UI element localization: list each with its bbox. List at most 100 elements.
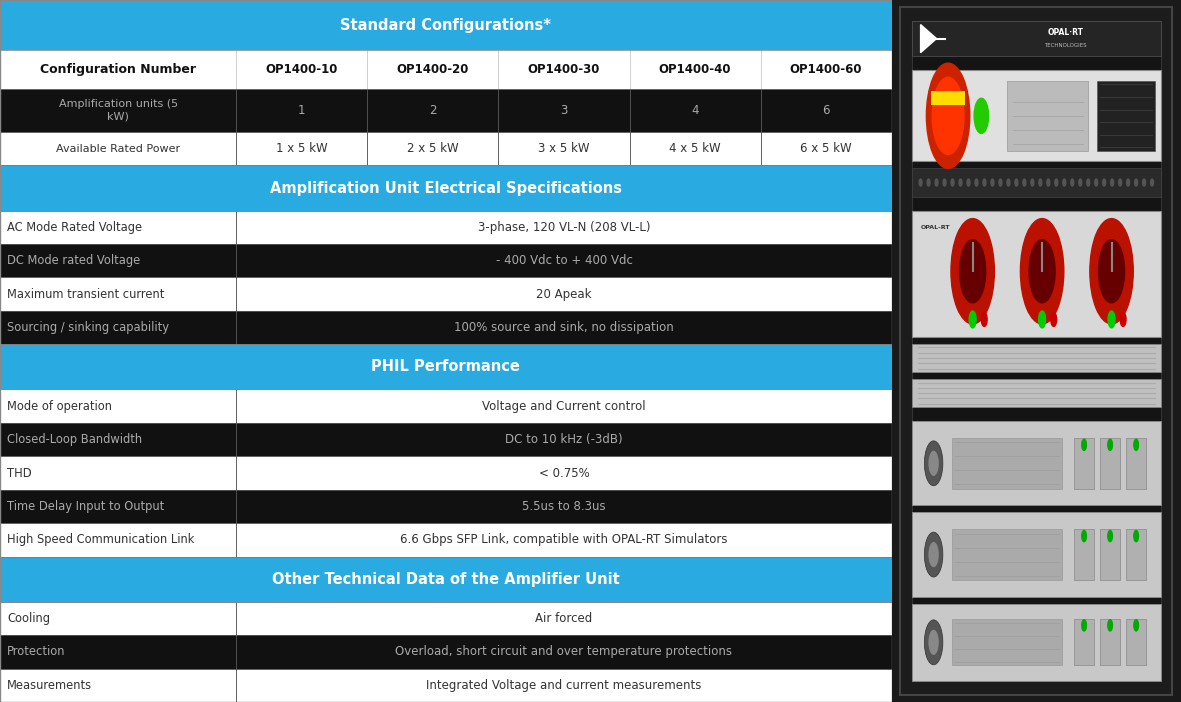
Bar (0, 390, 236, 423)
Circle shape (1082, 439, 1087, 451)
Text: Cooling: Cooling (7, 612, 50, 625)
Bar (1125, 529, 1147, 580)
Bar (1007, 81, 1089, 151)
Circle shape (935, 179, 938, 186)
Bar (952, 529, 1063, 580)
Bar (236, 244, 892, 277)
Bar (629, 50, 761, 88)
Circle shape (1007, 179, 1010, 186)
Text: Voltage and Current control: Voltage and Current control (482, 399, 646, 413)
Bar (761, 132, 892, 166)
Circle shape (1055, 179, 1058, 186)
Text: OP1400-20: OP1400-20 (397, 63, 469, 76)
Text: Overload, short circuit and over temperature protections: Overload, short circuit and over tempera… (396, 645, 732, 658)
Circle shape (928, 451, 939, 476)
Text: < 0.75%: < 0.75% (539, 467, 589, 479)
Bar (1074, 619, 1094, 665)
Text: Sourcing / sinking capability: Sourcing / sinking capability (7, 321, 169, 334)
Bar (236, 423, 892, 456)
Circle shape (1098, 239, 1124, 303)
Text: 3 x 5 kW: 3 x 5 kW (539, 143, 589, 155)
Circle shape (1108, 620, 1113, 631)
Circle shape (925, 532, 942, 577)
Bar (1100, 619, 1121, 665)
Bar (498, 132, 629, 166)
Circle shape (981, 312, 987, 326)
Bar (952, 438, 1063, 489)
Bar (952, 619, 1063, 665)
Text: 1: 1 (298, 104, 306, 117)
Circle shape (960, 239, 986, 303)
Bar (1125, 619, 1147, 665)
Circle shape (1023, 179, 1026, 186)
Bar (761, 88, 892, 132)
Bar (0, 602, 236, 635)
Text: Air forced: Air forced (535, 612, 593, 625)
Circle shape (1108, 311, 1115, 328)
Bar (912, 344, 1161, 372)
Bar (912, 21, 1161, 56)
Circle shape (1031, 179, 1033, 186)
Text: 4 x 5 kW: 4 x 5 kW (670, 143, 720, 155)
Text: AC Mode Rated Voltage: AC Mode Rated Voltage (7, 221, 142, 234)
Text: Integrated Voltage and current measurements: Integrated Voltage and current measureme… (426, 679, 702, 691)
Bar (236, 311, 892, 344)
Text: Amplification Unit Electrical Specifications: Amplification Unit Electrical Specificat… (269, 180, 622, 196)
Text: 6: 6 (822, 104, 830, 117)
Bar (236, 602, 892, 635)
Bar (498, 88, 629, 132)
Text: 3: 3 (560, 104, 568, 117)
Bar (0, 344, 892, 390)
Circle shape (1134, 531, 1138, 542)
Text: OP1400-60: OP1400-60 (790, 63, 862, 76)
Text: Closed-Loop Bandwidth: Closed-Loop Bandwidth (7, 433, 142, 446)
Bar (498, 50, 629, 88)
Circle shape (1095, 179, 1097, 186)
Circle shape (1038, 311, 1045, 328)
Bar (912, 604, 1161, 681)
Text: Amplification units (5
kW): Amplification units (5 kW) (59, 99, 177, 121)
Circle shape (1051, 312, 1057, 326)
Bar (236, 277, 892, 311)
Bar (912, 70, 1161, 161)
Circle shape (983, 179, 986, 186)
Bar (629, 88, 761, 132)
Bar (236, 490, 892, 523)
Circle shape (928, 630, 939, 655)
Bar (236, 668, 892, 702)
Text: 6.6 Gbps SFP Link, compatible with OPAL-RT Simulators: 6.6 Gbps SFP Link, compatible with OPAL-… (400, 534, 727, 546)
Text: OP1400-30: OP1400-30 (528, 63, 600, 76)
Circle shape (1108, 439, 1113, 451)
Text: Measurements: Measurements (7, 679, 92, 691)
Circle shape (976, 179, 978, 186)
Bar (629, 132, 761, 166)
Text: PHIL Performance: PHIL Performance (371, 359, 521, 374)
Bar (1074, 438, 1094, 489)
Bar (236, 88, 367, 132)
Text: Time Delay Input to Output: Time Delay Input to Output (7, 500, 164, 513)
Text: OPAL·RT: OPAL·RT (1048, 29, 1083, 37)
Circle shape (1134, 439, 1138, 451)
Bar (912, 168, 1161, 197)
Text: 100% source and sink, no dissipation: 100% source and sink, no dissipation (455, 321, 674, 334)
Bar (367, 88, 498, 132)
Bar (367, 50, 498, 88)
Text: 2: 2 (429, 104, 437, 117)
Bar (761, 50, 892, 88)
Circle shape (1150, 179, 1154, 186)
Bar (0, 0, 892, 50)
Text: - 400 Vdc to + 400 Vdc: - 400 Vdc to + 400 Vdc (496, 254, 632, 267)
Circle shape (1014, 179, 1018, 186)
Circle shape (932, 77, 964, 154)
Circle shape (1082, 620, 1087, 631)
Bar (236, 523, 892, 557)
Text: OP1400-40: OP1400-40 (659, 63, 731, 76)
Circle shape (1143, 179, 1146, 186)
Circle shape (927, 179, 929, 186)
Circle shape (944, 179, 946, 186)
Bar (0, 635, 236, 668)
Bar (0, 88, 236, 132)
Bar (912, 211, 1161, 337)
Circle shape (974, 98, 988, 133)
Text: 6 x 5 kW: 6 x 5 kW (801, 143, 852, 155)
